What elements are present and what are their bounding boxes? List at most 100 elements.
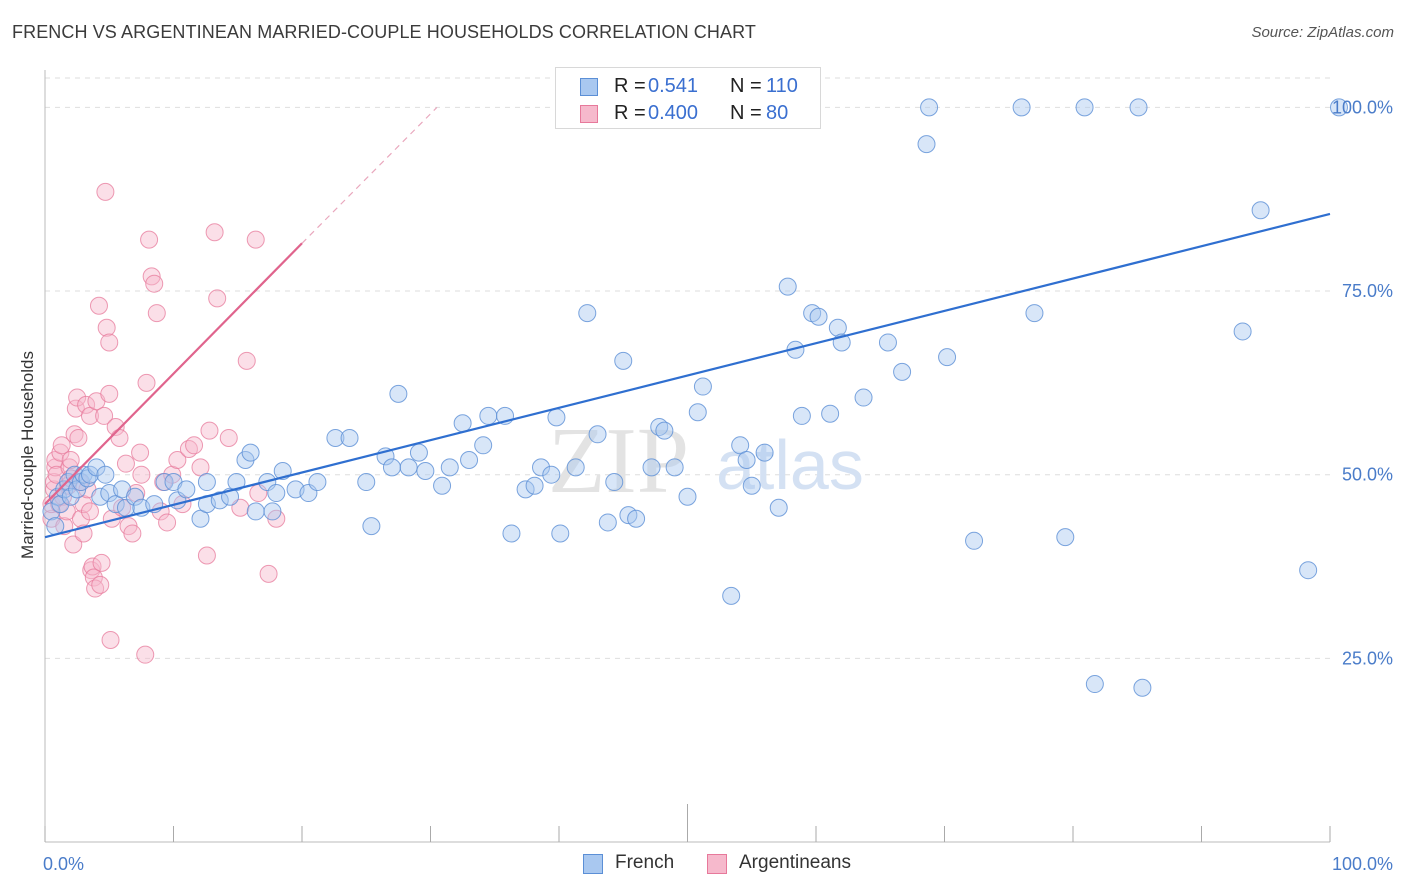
- french-point: [678, 487, 697, 506]
- french-point: [241, 443, 260, 462]
- argentinean-point: [100, 384, 119, 403]
- french-point: [80, 465, 99, 484]
- french-point: [1133, 678, 1152, 697]
- french-point: [409, 443, 428, 462]
- french-point: [362, 517, 381, 536]
- argentinean-point: [57, 502, 76, 521]
- argentinean-point: [142, 267, 161, 286]
- french-point: [210, 491, 229, 510]
- trend-lines: [44, 106, 1331, 539]
- argentinean-point: [110, 428, 129, 447]
- french-legend-swatch: [583, 854, 603, 874]
- argentinean-trend-extension: [301, 106, 438, 244]
- argentinean-point: [77, 395, 96, 414]
- argentinean-point: [68, 388, 87, 407]
- french-point: [399, 458, 418, 477]
- french-point: [1056, 528, 1075, 547]
- watermark-zip: ZIP: [548, 409, 689, 513]
- argentinean-trend-line: [44, 242, 303, 505]
- french-point: [742, 476, 761, 495]
- argentinean-legend-label: Argentineans: [739, 852, 851, 873]
- french-legend-label: French: [615, 852, 675, 873]
- argentinean-point: [123, 524, 142, 543]
- french-point: [566, 458, 585, 477]
- argentinean-point: [52, 436, 71, 455]
- argentinean-point: [185, 436, 204, 455]
- french-points: [42, 98, 1348, 697]
- french-point: [340, 428, 359, 447]
- argentinean-point: [96, 182, 115, 201]
- french-r-label: R =: [614, 75, 646, 97]
- french-trend-line: [44, 212, 1331, 539]
- argentinean-point: [137, 373, 156, 392]
- french-point: [605, 473, 624, 492]
- french-point: [778, 277, 797, 296]
- french-swatch: [580, 78, 598, 96]
- argentinean-point: [95, 406, 114, 425]
- argentinean-point: [131, 443, 150, 462]
- french-point: [828, 318, 847, 337]
- french-point: [854, 388, 873, 407]
- argentinean-point: [237, 351, 256, 370]
- argentinean-point: [101, 630, 120, 649]
- french-point: [769, 498, 788, 517]
- french-point: [532, 458, 551, 477]
- french-point: [440, 458, 459, 477]
- french-point: [821, 404, 840, 423]
- argentinean-point: [200, 421, 219, 440]
- argentinean-point: [205, 223, 224, 242]
- y-tick-label: 50.0%: [1342, 465, 1393, 485]
- watermark-atlas: atlas: [716, 426, 864, 504]
- french-point: [665, 458, 684, 477]
- french-point: [578, 304, 597, 323]
- french-point: [96, 465, 115, 484]
- french-point: [460, 451, 479, 469]
- french-point: [542, 465, 561, 484]
- grid-layer: [45, 77, 1330, 659]
- y-tick-label: 100.0%: [1332, 97, 1393, 117]
- french-point: [479, 406, 498, 425]
- french-point: [642, 458, 661, 477]
- argentinean-r-label: R =: [614, 102, 646, 124]
- french-point: [598, 513, 617, 532]
- french-point: [263, 502, 282, 521]
- french-point: [51, 495, 70, 514]
- argentinean-r-value: 0.400: [648, 102, 699, 124]
- french-point: [1012, 98, 1031, 117]
- french-point: [588, 425, 607, 444]
- argentinean-point: [91, 575, 110, 594]
- french-point: [177, 480, 196, 499]
- french-point: [1233, 322, 1252, 341]
- french-point: [737, 451, 756, 469]
- french-point: [502, 524, 521, 543]
- french-point: [416, 462, 435, 481]
- argentinean-point: [51, 443, 70, 462]
- french-point: [433, 476, 452, 495]
- french-point: [965, 531, 984, 550]
- legend-row-french: R = 0.541 N = 110: [556, 73, 820, 101]
- argentinean-point: [69, 428, 88, 447]
- french-point: [893, 362, 912, 381]
- french-point: [382, 458, 401, 477]
- argentinean-point: [231, 498, 250, 517]
- french-point: [722, 586, 741, 605]
- french-point: [655, 421, 674, 440]
- source-credit: Source: ZipAtlas.com: [1251, 24, 1394, 41]
- argentinean-point: [89, 296, 108, 315]
- french-point: [1329, 98, 1348, 117]
- argentinean-point: [100, 333, 119, 352]
- french-point: [48, 487, 67, 506]
- french-point: [125, 487, 144, 506]
- y-tick-label: 25.0%: [1342, 648, 1393, 668]
- watermark: ZIP atlas: [548, 409, 864, 513]
- french-point: [267, 484, 286, 503]
- french-point: [525, 476, 544, 495]
- french-point: [474, 436, 493, 455]
- french-point: [357, 473, 376, 492]
- french-n-value: 110: [766, 75, 798, 97]
- french-point: [61, 487, 80, 506]
- argentinean-point: [106, 417, 125, 436]
- argentinean-point: [168, 451, 187, 469]
- argentinean-point: [147, 304, 166, 323]
